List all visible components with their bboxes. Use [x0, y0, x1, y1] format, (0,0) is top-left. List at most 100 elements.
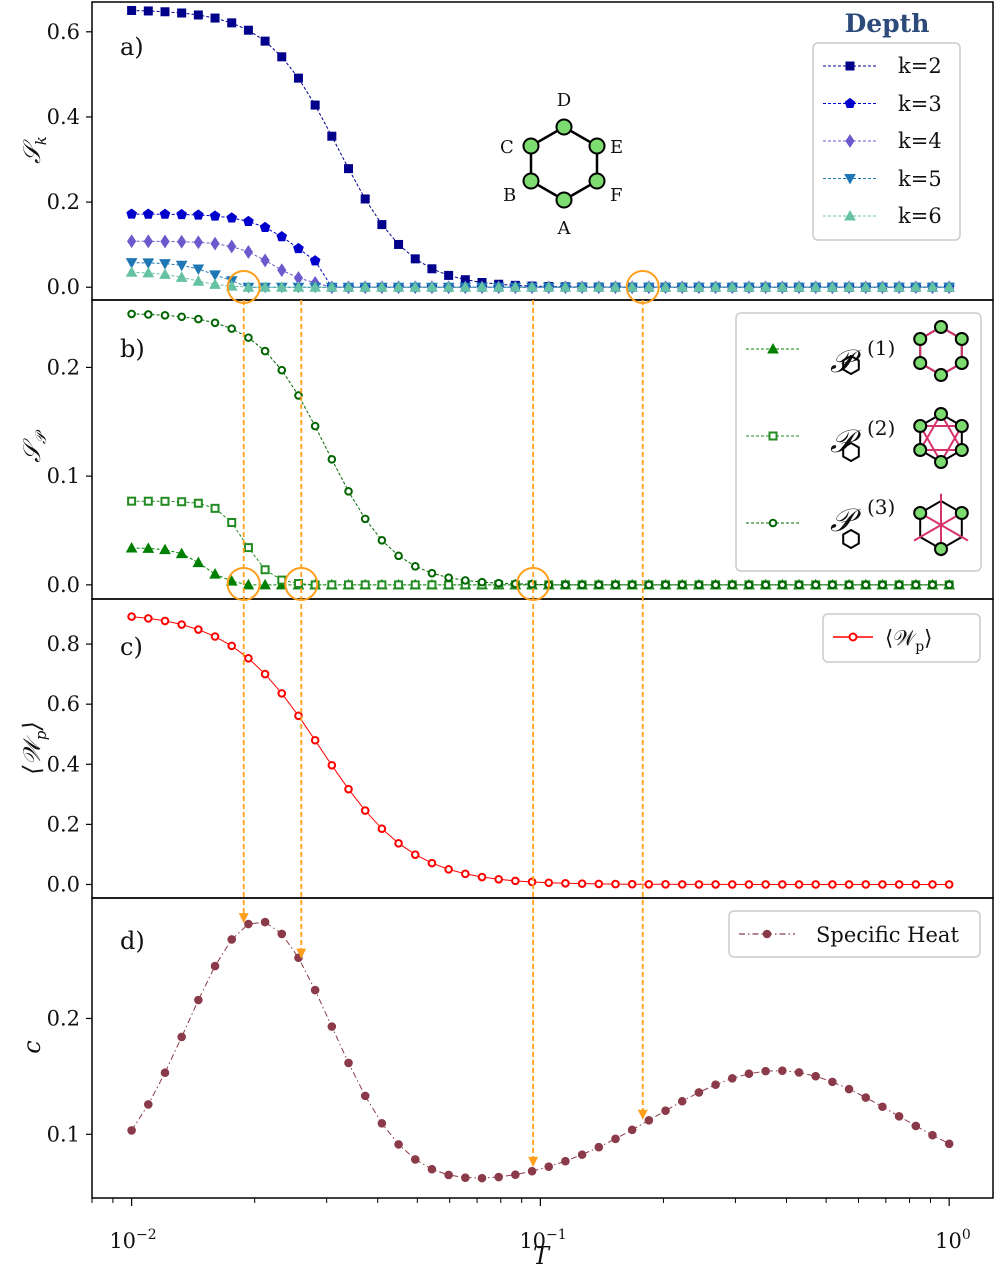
- data-point: [277, 575, 287, 585]
- data-point: [293, 73, 303, 83]
- data-point: [143, 496, 153, 506]
- data-point: [127, 5, 137, 15]
- data-point: [226, 212, 238, 223]
- data-point: [444, 573, 453, 582]
- data-point: [944, 580, 954, 590]
- data-point: [160, 1068, 170, 1078]
- data-point: [878, 580, 887, 590]
- data-point: [260, 669, 270, 679]
- data-point: [142, 266, 155, 278]
- overlays: [226, 270, 660, 1167]
- data-point: [394, 1140, 403, 1149]
- legend-box: [812, 42, 961, 241]
- hexagon-label: C: [500, 137, 514, 158]
- data-point: [210, 13, 220, 23]
- data-point: [459, 281, 472, 292]
- legend-marker: [768, 431, 778, 441]
- data-point: [127, 612, 136, 621]
- data-point: [461, 869, 470, 879]
- data-point: [843, 281, 855, 292]
- data-point: [661, 1106, 670, 1115]
- data-point: [193, 498, 203, 508]
- data-point: [561, 1156, 570, 1166]
- data-point: [327, 131, 337, 141]
- data-point: [394, 239, 404, 249]
- data-point: [461, 1173, 470, 1182]
- data-point: [611, 580, 620, 590]
- data-point: [344, 164, 354, 174]
- data-point: [259, 281, 271, 292]
- data-point: [694, 1088, 704, 1097]
- data-point: [210, 318, 220, 328]
- legend-marker: [844, 174, 856, 185]
- data-point: [177, 497, 187, 507]
- data-point: [127, 234, 137, 249]
- data-point: [176, 208, 187, 220]
- data-point: [194, 625, 203, 634]
- hexagon-diagram: D E F A B C: [500, 90, 623, 239]
- data-point: [544, 1162, 554, 1171]
- legend-marker: [768, 518, 778, 528]
- data-point: [377, 824, 387, 834]
- data-point: [494, 1172, 503, 1182]
- data-point: [677, 880, 687, 889]
- data-point: [143, 234, 153, 249]
- legend-plaquettes: 𝒫 𝒫 𝒫 (1) (2) (3): [735, 312, 982, 572]
- data-point: [476, 281, 488, 292]
- data-point: [177, 620, 186, 629]
- data-point: [494, 578, 503, 588]
- data-point: [360, 806, 370, 815]
- data-point: [160, 234, 170, 249]
- data-point: [193, 10, 203, 20]
- legend-title: Depth: [845, 9, 930, 38]
- data-point: [193, 209, 204, 220]
- panel-label: c): [120, 633, 143, 661]
- data-point: [344, 487, 353, 496]
- data-point: [243, 25, 253, 35]
- data-point: [360, 580, 370, 590]
- data-point: [527, 877, 537, 887]
- data-point: [160, 311, 170, 320]
- y-tick-label: 0.2: [47, 190, 80, 214]
- x-axis-tick-labels: 10−2 10−1 100: [109, 1227, 971, 1253]
- hexagon-label: E: [610, 137, 623, 158]
- hexagon-node: [555, 191, 573, 209]
- data-point: [242, 578, 255, 590]
- data-point: [594, 580, 604, 590]
- data-point: [127, 1126, 136, 1135]
- data-point: [344, 1058, 353, 1068]
- y-tick-label: 0.2: [47, 1006, 80, 1030]
- data-point: [526, 281, 538, 292]
- data-point: [577, 580, 587, 590]
- plaquette-node: [934, 542, 948, 556]
- data-point: [294, 391, 303, 400]
- y-tick-label: 0.2: [47, 355, 80, 379]
- y-tick-label: 0.0: [47, 275, 80, 299]
- data-point: [594, 1142, 604, 1152]
- data-point: [159, 268, 171, 279]
- legend-entry-label: k=3: [898, 92, 942, 116]
- data-point: [377, 536, 387, 545]
- legend-wilson: ⟨𝒲p⟩: [822, 613, 981, 663]
- data-point: [175, 547, 188, 559]
- series-line: [131, 240, 950, 288]
- legend-marker: [844, 97, 856, 108]
- hexagon-node: [522, 137, 540, 155]
- data-point: [259, 578, 271, 590]
- data-point: [410, 850, 420, 859]
- data-point: [592, 281, 605, 292]
- data-point: [711, 580, 720, 590]
- data-point: [159, 208, 171, 219]
- data-point: [310, 735, 320, 745]
- hexagon-icon: [842, 354, 860, 376]
- data-point: [359, 281, 372, 292]
- data-point: [177, 234, 187, 249]
- data-point: [828, 1077, 837, 1087]
- data-point: [844, 1084, 854, 1094]
- data-point: [427, 568, 437, 578]
- arrow-head: [528, 1156, 539, 1167]
- data-point: [826, 281, 839, 292]
- data-point: [661, 580, 670, 590]
- y-axis-label: ⟨𝒲p⟩: [18, 721, 50, 775]
- data-point: [410, 562, 420, 571]
